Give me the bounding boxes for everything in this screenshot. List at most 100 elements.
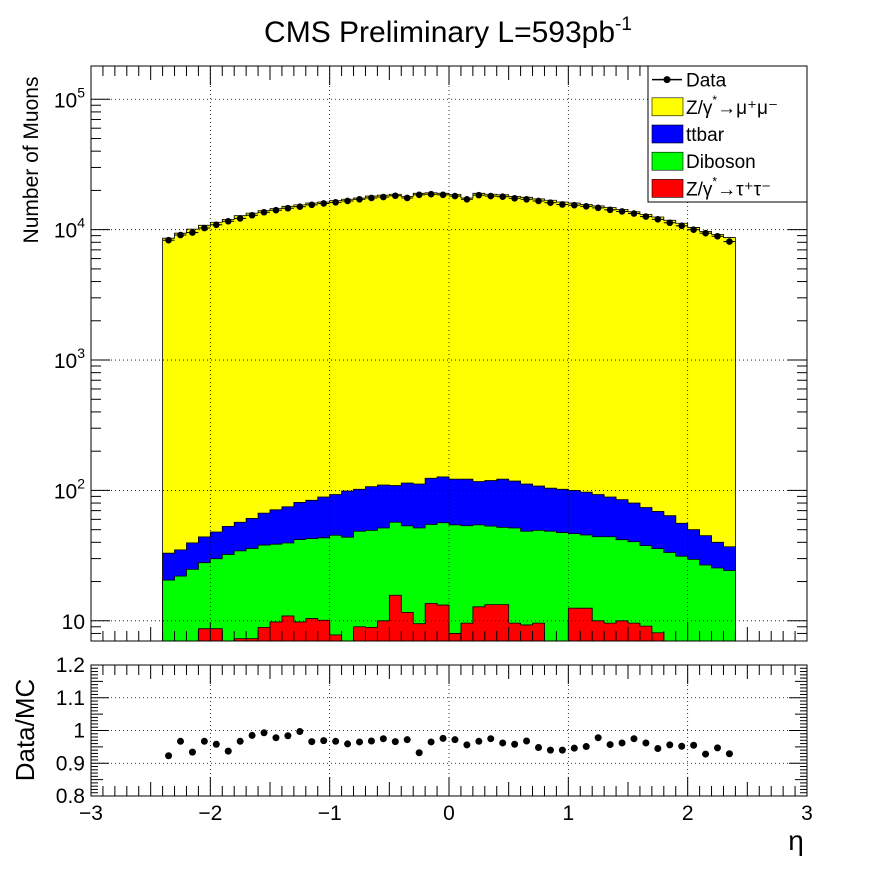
ratio-point — [272, 734, 280, 742]
zmumu-bar — [174, 233, 187, 641]
ratio-point — [654, 745, 662, 753]
data-point — [439, 191, 447, 199]
ratio-point — [594, 734, 602, 742]
diboson-bar — [353, 531, 366, 641]
ztautau-bar — [532, 623, 545, 641]
ratio-point — [546, 746, 554, 754]
data-point — [487, 192, 495, 200]
diboson-bar — [556, 532, 569, 641]
data-point — [224, 217, 232, 225]
data-point — [201, 224, 208, 232]
ztautau-bar — [472, 606, 486, 641]
ztautau-bar — [520, 624, 533, 641]
ratio-point — [725, 750, 733, 758]
ratio-point — [690, 741, 698, 749]
ztautau-bar — [317, 620, 331, 641]
ztautau-bar — [628, 623, 641, 641]
diboson-bar — [162, 580, 175, 641]
ratio-point — [570, 744, 578, 752]
ztautau-bar — [198, 628, 211, 641]
ztautau-bar — [508, 623, 521, 641]
diboson-bar — [270, 544, 283, 641]
diboson-bar — [532, 530, 545, 641]
ratio-point — [391, 738, 399, 746]
data-point — [547, 199, 554, 206]
ratio-point — [177, 737, 184, 745]
ztautau-bar — [425, 603, 438, 641]
ratio-y-tick-label: 1.1 — [56, 687, 85, 710]
y-tick-label: 102 — [54, 475, 85, 503]
data-point — [511, 194, 518, 202]
data-point — [177, 231, 184, 239]
legend-label: Z/γ*→μ⁺μ⁻ — [686, 93, 778, 119]
legend-label: Diboson — [686, 152, 756, 173]
diboson-bar — [246, 548, 259, 641]
zmumu-bar — [162, 238, 175, 641]
data-point — [236, 215, 244, 222]
diboson-bar — [544, 531, 557, 641]
data-point — [368, 194, 375, 202]
diboson-bar — [174, 576, 187, 641]
ratio-point — [248, 731, 256, 739]
diboson-bar — [699, 564, 712, 641]
main-panel: 10 102 103 104 105 — [54, 65, 808, 642]
diboson-bar — [592, 536, 605, 641]
data-point — [714, 232, 721, 240]
ratio-series — [165, 727, 733, 760]
ratio-point — [642, 739, 650, 747]
ratio-point — [403, 736, 411, 744]
ratio-point — [332, 737, 340, 745]
ztautau-bar — [246, 638, 259, 641]
ztautau-bar — [592, 620, 605, 641]
data-point — [690, 226, 697, 233]
ztautau-bar — [437, 605, 450, 641]
data-point — [189, 229, 196, 236]
ztautau-bar — [234, 638, 247, 641]
ratio-point — [165, 752, 173, 760]
data-series — [162, 190, 736, 245]
data-point — [213, 221, 220, 229]
diboson-bar — [628, 541, 641, 641]
data-point — [272, 206, 280, 214]
zmumu-bar — [186, 229, 199, 641]
data-point — [654, 216, 662, 223]
legend-swatch — [651, 124, 684, 144]
diboson-bar — [449, 524, 462, 641]
y-tick-label: 103 — [54, 345, 85, 373]
ratio-point — [439, 734, 447, 742]
ratio-point — [344, 740, 352, 748]
diboson-bar — [365, 530, 378, 641]
diboson-bar — [723, 570, 736, 641]
diboson-bar — [305, 538, 319, 641]
legend-label: ttbar — [686, 125, 725, 146]
data-point — [284, 204, 292, 212]
diboson-bar — [329, 535, 342, 641]
ztautau-bar — [580, 608, 593, 641]
legend-entry-zmumu: Z/γ*→μ⁺μ⁻ — [651, 93, 778, 119]
data-point — [702, 229, 709, 237]
ratio-point — [463, 741, 471, 749]
data-point — [606, 206, 614, 214]
diboson-bar — [460, 525, 474, 641]
data-point — [392, 192, 399, 200]
legend-label: Z/γ*→τ⁺τ⁻ — [686, 174, 771, 200]
legend-entry-diboson: Diboson — [651, 151, 756, 173]
ztautau-bar — [651, 632, 665, 641]
legend-swatch — [651, 97, 684, 117]
ratio-point — [427, 738, 435, 746]
ratio-point — [475, 737, 483, 745]
ratio-point — [451, 736, 459, 744]
zmumu-bar — [723, 237, 736, 641]
ztautau-bar — [460, 623, 474, 641]
legend-entry-ttbar: ttbar — [651, 124, 725, 146]
y-axis-label: Number of Muons — [20, 77, 43, 244]
diboson-series — [162, 521, 736, 641]
x-tick-label: 2 — [682, 802, 694, 825]
x-tick-label: −2 — [198, 802, 222, 825]
ztautau-bar — [329, 634, 342, 641]
ratio-point — [320, 737, 328, 745]
data-point — [475, 191, 483, 199]
ztautau-bar — [484, 604, 498, 641]
ratio-point — [630, 735, 638, 743]
